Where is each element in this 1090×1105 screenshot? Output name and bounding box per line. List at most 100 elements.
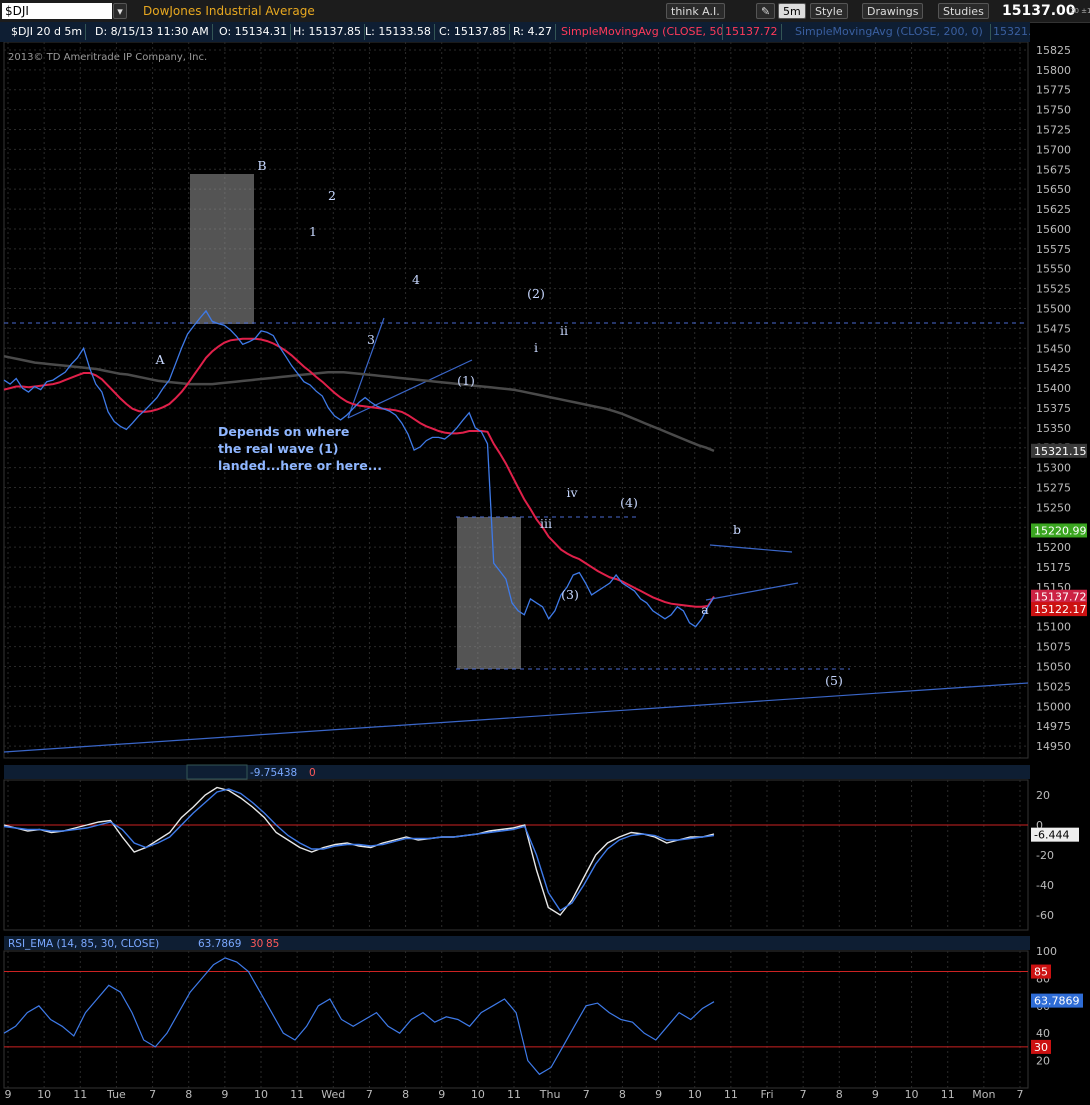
bar-open: O: 15134.31 [216, 24, 292, 40]
osc-line-fast [3, 786, 715, 916]
price-marker-label: 15220.99 [1034, 524, 1087, 537]
osc-value-label: -9.75438 [250, 767, 297, 779]
drawings-button[interactable]: Drawings [862, 3, 924, 19]
price-marker-box [1031, 602, 1087, 617]
x-tick-label: 11 [724, 1088, 738, 1101]
x-tick-label: Fri [760, 1088, 773, 1101]
y-tick-label: 15250 [1036, 501, 1071, 514]
x-tick-label: 9 [438, 1088, 445, 1101]
osc-current-value: -6.444 [1034, 829, 1069, 842]
y-tick-label: 15450 [1036, 342, 1071, 355]
wave-label: (3) [561, 587, 579, 602]
wave-label: B [257, 158, 266, 173]
oscillator-panel: -60 -40 -20 0 20 -6.444 [3, 786, 1079, 922]
x-tick-label: 9 [655, 1088, 662, 1101]
x-tick-label: 11 [290, 1088, 304, 1101]
sma200-line [3, 354, 715, 453]
y-tick-label: 15575 [1036, 243, 1071, 256]
osc-tick-label: 20 [1036, 789, 1050, 802]
copyright: 2013© TD Ameritrade IP Company, Inc. [8, 52, 207, 63]
y-tick-label: 15000 [1036, 700, 1071, 713]
y-tick-label: 15675 [1036, 163, 1071, 176]
style-button[interactable]: Style [810, 3, 848, 19]
x-tick-label: 7 [366, 1088, 373, 1101]
triangle-lower [705, 582, 799, 601]
y-tick-label: 15550 [1036, 263, 1071, 276]
x-tick-label: 11 [941, 1088, 955, 1101]
y-tick-label: 15525 [1036, 283, 1071, 296]
x-axis: 9 10 11 Tue 7 8 9 10 11 Wed 7 8 9 10 11 Thu 7 8 9 10 11 Fri 7 8… [5, 1088, 1024, 1101]
y-tick-label: 15400 [1036, 382, 1071, 395]
sma200-value: 15321.15 [993, 25, 1030, 38]
wave-label: 3 [367, 332, 375, 347]
mini-readout: 20 ±1 [1070, 7, 1090, 15]
studies-button[interactable]: Studies [938, 3, 989, 19]
x-tick-label: 10 [37, 1088, 51, 1101]
symbol-input[interactable]: $DJI [2, 3, 112, 19]
last-price: 15137.00 [1002, 3, 1076, 19]
wave-label: i [534, 340, 538, 355]
osc-line-slow [3, 788, 715, 912]
rsi-line [3, 957, 715, 1076]
panel-frame-0 [3, 41, 1029, 759]
rsi-tick-label: 100 [1036, 945, 1057, 958]
symbol-dropdown-button[interactable]: ▾ [113, 3, 127, 19]
rsi-level-30: 30 [250, 938, 263, 950]
bar-date: D: 8/15/13 11:30 AM [92, 24, 213, 40]
sma50-label: SimpleMovingAvg (CLOSE, 50, 0) [558, 24, 723, 40]
y-tick-label: 15050 [1036, 661, 1071, 674]
price-axis: 1495014975150001502515050150751510015125… [1036, 44, 1071, 753]
y-tick-label: 15825 [1036, 44, 1071, 57]
bar-range: R: 4.27 [510, 24, 556, 40]
rsi-panel: 20406080100308563.7869 [3, 945, 1083, 1076]
panel-frame-1 [3, 779, 1029, 931]
osc-current-box [1031, 827, 1079, 842]
bar-low: L: 15133.58 [362, 24, 435, 40]
rsi-tick-label: 20 [1036, 1055, 1050, 1068]
price-line [3, 309, 715, 628]
interval-button[interactable]: 5m [778, 3, 806, 19]
wave-label: iii [540, 516, 552, 531]
wave-label: 2 [328, 188, 336, 203]
tools-icon[interactable]: ✎ [756, 3, 776, 19]
shaded-zone-2 [457, 517, 521, 669]
wave-label: 1 [309, 224, 317, 239]
rsi-legend: RSI_EMA (14, 85, 30, CLOSE) [8, 938, 159, 950]
y-tick-label: 15425 [1036, 362, 1071, 375]
y-tick-label: 15650 [1036, 183, 1071, 196]
x-tick-label: 9 [221, 1088, 228, 1101]
y-tick-label: 14975 [1036, 720, 1071, 733]
sma50-value: 15137.72 [722, 24, 782, 40]
osc-header [4, 765, 1030, 779]
wave-label: a [701, 602, 709, 617]
x-tick-label: 7 [149, 1088, 156, 1101]
rsi-tick-label: 40 [1036, 1027, 1050, 1040]
toolbar: $DJI ▾ DowJones Industrial Average think… [0, 0, 1090, 23]
x-tick-label: 11 [73, 1088, 87, 1101]
y-tick-label: 15300 [1036, 462, 1071, 475]
bar-close: C: 15137.85 [436, 24, 511, 40]
wave-label: iv [566, 485, 578, 500]
y-tick-label: 15500 [1036, 303, 1071, 316]
x-tick-label: 9 [5, 1088, 12, 1101]
y-tick-label: 15800 [1036, 64, 1071, 77]
trendline-long [3, 682, 1029, 753]
y-tick-label: 15700 [1036, 143, 1071, 156]
x-tick-label: 10 [688, 1088, 702, 1101]
y-tick-label: 15200 [1036, 541, 1071, 554]
wave-label: (4) [620, 495, 638, 510]
x-tick-label: 8 [619, 1088, 626, 1101]
x-tick-label: Tue [106, 1088, 126, 1101]
sma50-line [3, 337, 715, 608]
pointer-line-1 [347, 317, 385, 419]
note-line-3: landed...here or here... [218, 458, 382, 473]
x-tick-label: 8 [185, 1088, 192, 1101]
price-marker-box [1031, 443, 1087, 458]
x-tick-label: 7 [1017, 1088, 1024, 1101]
price-marker-box [1031, 589, 1087, 604]
sma200-label: SimpleMovingAvg (CLOSE, 200, 0) [792, 24, 991, 40]
think-ai-button[interactable]: think A.I. [666, 3, 725, 19]
